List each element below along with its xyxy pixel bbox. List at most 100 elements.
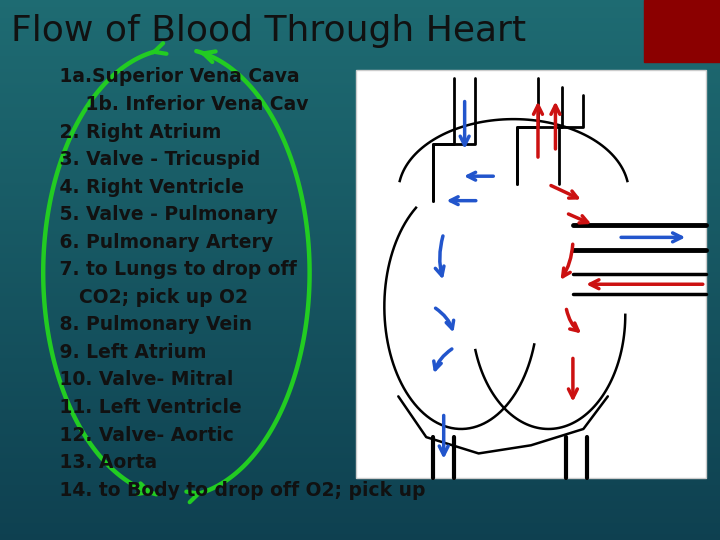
Bar: [0, 94, 720, 97]
Bar: [0, 297, 720, 300]
Bar: [0, 111, 720, 113]
Bar: [0, 489, 720, 491]
Bar: [0, 205, 720, 208]
Bar: [0, 227, 720, 229]
Bar: [0, 497, 720, 500]
Bar: [0, 35, 720, 38]
Bar: [0, 418, 720, 421]
Text: 3. Valve - Tricuspid: 3. Valve - Tricuspid: [40, 150, 260, 169]
Bar: [0, 340, 720, 343]
Bar: [0, 11, 720, 14]
Bar: [0, 467, 720, 470]
Text: CO2; pick up O2: CO2; pick up O2: [40, 288, 248, 307]
Text: 6. Pulmonary Artery: 6. Pulmonary Artery: [40, 233, 273, 252]
Bar: [0, 410, 720, 413]
Bar: [0, 157, 720, 159]
Bar: [0, 505, 720, 508]
Bar: [0, 281, 720, 284]
Bar: [0, 132, 720, 135]
Bar: [0, 532, 720, 535]
Bar: [0, 529, 720, 532]
Text: Flow of Blood Through Heart: Flow of Blood Through Heart: [11, 14, 526, 48]
Bar: [0, 373, 720, 375]
Bar: [0, 254, 720, 256]
Bar: [0, 194, 720, 197]
Bar: [0, 408, 720, 410]
Bar: [0, 343, 720, 346]
Bar: [0, 364, 720, 367]
Bar: [0, 475, 720, 478]
Bar: [0, 481, 720, 483]
Bar: [0, 459, 720, 462]
Bar: [0, 440, 720, 443]
Bar: [0, 335, 720, 338]
Bar: [0, 57, 720, 59]
Bar: [0, 62, 720, 65]
Text: 11. Left Ventricle: 11. Left Ventricle: [40, 398, 241, 417]
Bar: [0, 27, 720, 30]
Bar: [0, 100, 720, 103]
Bar: [0, 424, 720, 427]
Bar: [0, 502, 720, 505]
Bar: [0, 176, 720, 178]
Bar: [0, 367, 720, 370]
Bar: [0, 167, 720, 170]
Bar: [0, 40, 720, 43]
Bar: [0, 46, 720, 49]
Bar: [0, 454, 720, 456]
Bar: [0, 246, 720, 248]
Bar: [0, 478, 720, 481]
Bar: [0, 216, 720, 219]
Bar: [0, 310, 720, 313]
Bar: [0, 348, 720, 351]
Bar: [0, 54, 720, 57]
Bar: [0, 416, 720, 418]
Bar: [0, 70, 720, 73]
Bar: [0, 470, 720, 472]
Bar: [0, 192, 720, 194]
Text: 14. to Body to drop off O2; pick up: 14. to Body to drop off O2; pick up: [40, 481, 425, 500]
Bar: [0, 321, 720, 324]
Bar: [0, 305, 720, 308]
Bar: [0, 24, 720, 27]
Bar: [0, 235, 720, 238]
Bar: [0, 259, 720, 262]
Bar: [0, 327, 720, 329]
Bar: [0, 130, 720, 132]
Bar: [0, 526, 720, 529]
Bar: [0, 251, 720, 254]
Bar: [0, 108, 720, 111]
Bar: [0, 308, 720, 310]
Bar: [0, 219, 720, 221]
Text: 7. to Lungs to drop off: 7. to Lungs to drop off: [40, 260, 297, 279]
Bar: [0, 316, 720, 319]
Bar: [0, 500, 720, 502]
Bar: [0, 14, 720, 16]
Bar: [0, 202, 720, 205]
Bar: [0, 378, 720, 381]
Bar: [0, 59, 720, 62]
Bar: [0, 232, 720, 235]
Bar: [0, 278, 720, 281]
Bar: [0, 143, 720, 146]
Bar: [0, 329, 720, 332]
Bar: [0, 370, 720, 373]
Bar: [0, 73, 720, 76]
Bar: [0, 0, 720, 3]
Bar: [0, 92, 720, 94]
Bar: [0, 256, 720, 259]
Bar: [0, 389, 720, 392]
Bar: [0, 516, 720, 518]
Bar: [0, 319, 720, 321]
Bar: [0, 397, 720, 400]
Bar: [0, 97, 720, 100]
Bar: [0, 113, 720, 116]
Bar: [0, 400, 720, 402]
Bar: [0, 383, 720, 386]
Text: 2. Right Atrium: 2. Right Atrium: [40, 123, 221, 141]
Bar: [0, 32, 720, 35]
Bar: [0, 451, 720, 454]
Bar: [0, 221, 720, 224]
Bar: [0, 294, 720, 297]
Bar: [0, 332, 720, 335]
